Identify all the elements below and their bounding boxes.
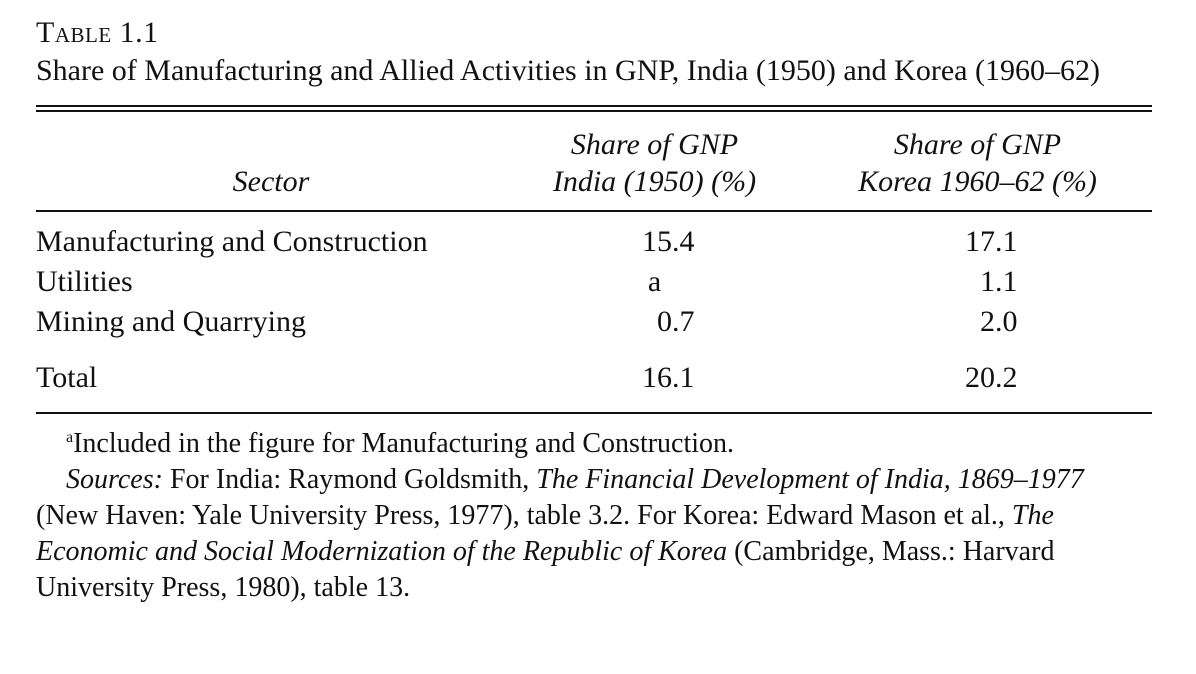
table-row: Mining and Quarrying 0.7 2.0 [36, 302, 1152, 342]
footnote-a-text: Included in the figure for Manufacturing… [73, 428, 735, 459]
total-row: Total 16.1 20.2 [36, 342, 1152, 412]
footnote-marker: a [66, 429, 74, 446]
table-label: Table 1.1 [36, 16, 159, 49]
row-korea-value: 1.1 [980, 265, 1018, 298]
total-india-value: 16.1 [642, 361, 695, 394]
footnote-a: aIncluded in the figure for Manufacturin… [36, 426, 1152, 462]
row-sector: Mining and Quarrying [36, 305, 306, 338]
india-header-line2: India (1950) (%) [552, 165, 757, 198]
header-row: Sector Share of GNP India (1950) (%) Sha… [36, 112, 1152, 210]
korea-header-line2: Korea 1960–62 (%) [858, 165, 1097, 198]
top-double-rule [36, 105, 1152, 112]
table-row: Utilities a 1.1 [36, 262, 1152, 302]
bottom-rule [36, 412, 1152, 414]
row-india-value: a [647, 265, 662, 298]
header-rule [36, 210, 1152, 212]
row-india-value: 0.7 [657, 305, 695, 338]
sources-note: Sources: For India: Raymond Goldsmith, T… [36, 462, 1152, 606]
sources-text-2: (New Haven: Yale University Press, 1977)… [36, 500, 1012, 531]
table-container: Table 1.1 Share of Manufacturing and All… [36, 14, 1152, 606]
sector-column-header: Sector [232, 165, 310, 198]
row-india-value: 15.4 [642, 225, 695, 258]
sources-title-1: The Financial Development of India, 1869… [536, 464, 1084, 495]
total-label: Total [36, 361, 98, 394]
korea-column-header: Share of GNP Korea 1960–62 (%) [803, 112, 1152, 210]
sources-text-1: For India: Raymond Goldsmith, [162, 464, 537, 495]
row-korea-value: 17.1 [965, 225, 1018, 258]
sources-title-2: The Economic and Social Modernization of… [36, 500, 1054, 567]
sources-label: Sources: [66, 464, 163, 495]
korea-header-line1: Share of GNP [893, 128, 1062, 161]
footnotes: aIncluded in the figure for Manufacturin… [36, 426, 1152, 606]
india-header-line1: Share of GNP [570, 128, 739, 161]
row-sector: Utilities [36, 265, 133, 298]
table-title: Share of Manufacturing and Allied Activi… [36, 54, 1100, 87]
total-korea-value: 20.2 [965, 361, 1018, 394]
row-korea-value: 2.0 [980, 305, 1018, 338]
row-sector: Manufacturing and Construction [36, 225, 428, 258]
data-table: Sector Share of GNP India (1950) (%) Sha… [36, 112, 1152, 414]
sources-text-3: (Cambridge, Mass.: Harvard University Pr… [36, 536, 1055, 603]
table-row: Manufacturing and Construction 15.4 17.1 [36, 212, 1152, 262]
india-column-header: Share of GNP India (1950) (%) [506, 112, 803, 210]
